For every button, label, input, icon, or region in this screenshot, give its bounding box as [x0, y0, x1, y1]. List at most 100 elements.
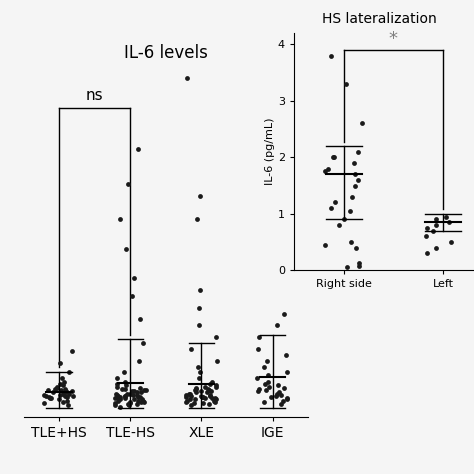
Point: [60, 378, 68, 386]
Point: [64, 401, 72, 409]
Point: [347, 238, 355, 246]
Point: [44, 386, 52, 394]
Point: [192, 385, 200, 392]
Point: [199, 393, 207, 401]
Point: [432, 221, 440, 229]
Point: [283, 369, 291, 376]
Point: [115, 394, 122, 402]
Point: [64, 393, 71, 401]
Point: [423, 249, 431, 257]
Point: [111, 401, 119, 409]
Point: [116, 393, 123, 401]
Point: [61, 385, 68, 392]
Point: [136, 357, 143, 365]
Point: [201, 394, 209, 402]
Point: [114, 391, 121, 399]
Point: [59, 390, 66, 397]
Point: [137, 398, 145, 406]
Point: [264, 378, 272, 386]
Point: [335, 221, 343, 229]
Point: [422, 233, 430, 240]
Point: [188, 345, 195, 353]
Point: [354, 148, 362, 155]
Point: [139, 397, 146, 404]
Point: [263, 386, 270, 394]
Point: [111, 394, 119, 402]
Point: [142, 386, 149, 394]
Point: [195, 374, 202, 382]
Point: [205, 386, 212, 394]
Point: [56, 359, 64, 367]
Point: [265, 383, 273, 390]
Point: [254, 387, 262, 395]
Point: [130, 387, 137, 395]
Point: [429, 227, 437, 235]
Point: [128, 292, 136, 300]
Text: ns: ns: [86, 88, 104, 103]
Point: [330, 154, 337, 161]
Point: [351, 182, 359, 189]
Point: [264, 371, 272, 379]
Point: [61, 392, 69, 400]
Point: [208, 387, 215, 395]
Point: [277, 401, 285, 408]
Y-axis label: IL-6 (pg/mL): IL-6 (pg/mL): [265, 118, 275, 185]
Point: [255, 333, 263, 341]
Point: [130, 391, 137, 399]
Point: [126, 390, 134, 397]
Point: [126, 401, 133, 409]
Point: [68, 347, 76, 355]
Point: [194, 363, 202, 370]
Point: [211, 394, 219, 402]
Point: [206, 391, 213, 399]
Point: [141, 386, 148, 394]
Point: [277, 391, 285, 399]
Point: [63, 389, 70, 396]
Point: [45, 393, 53, 401]
Point: [134, 397, 141, 404]
Point: [212, 333, 220, 341]
Point: [353, 244, 360, 251]
Point: [210, 397, 218, 404]
Point: [118, 385, 126, 392]
Point: [327, 52, 335, 60]
Point: [57, 386, 64, 394]
Point: [111, 399, 119, 407]
Point: [254, 345, 262, 353]
Point: [114, 397, 122, 404]
Point: [121, 378, 128, 386]
Point: [70, 392, 77, 400]
Point: [255, 385, 263, 392]
Point: [131, 396, 138, 403]
Point: [186, 390, 193, 397]
Point: [197, 387, 204, 395]
Point: [116, 216, 124, 223]
Point: [350, 159, 357, 167]
Point: [212, 382, 219, 389]
Point: [432, 244, 439, 251]
Point: [56, 380, 64, 388]
Point: [206, 392, 214, 400]
Point: [197, 286, 204, 294]
Point: [122, 382, 130, 389]
Point: [134, 401, 141, 408]
Text: *: *: [389, 30, 398, 48]
Point: [208, 378, 215, 386]
Point: [191, 386, 199, 394]
Point: [325, 165, 332, 173]
Point: [113, 390, 120, 397]
Point: [113, 383, 120, 390]
Point: [261, 380, 269, 388]
Point: [183, 74, 191, 82]
Point: [52, 385, 59, 392]
Point: [254, 374, 261, 382]
Point: [69, 387, 76, 395]
Point: [447, 238, 455, 246]
Point: [136, 384, 144, 392]
Point: [260, 363, 267, 370]
Point: [205, 401, 213, 408]
Point: [342, 80, 350, 88]
Point: [65, 369, 73, 376]
Point: [196, 369, 204, 376]
Point: [281, 310, 288, 317]
